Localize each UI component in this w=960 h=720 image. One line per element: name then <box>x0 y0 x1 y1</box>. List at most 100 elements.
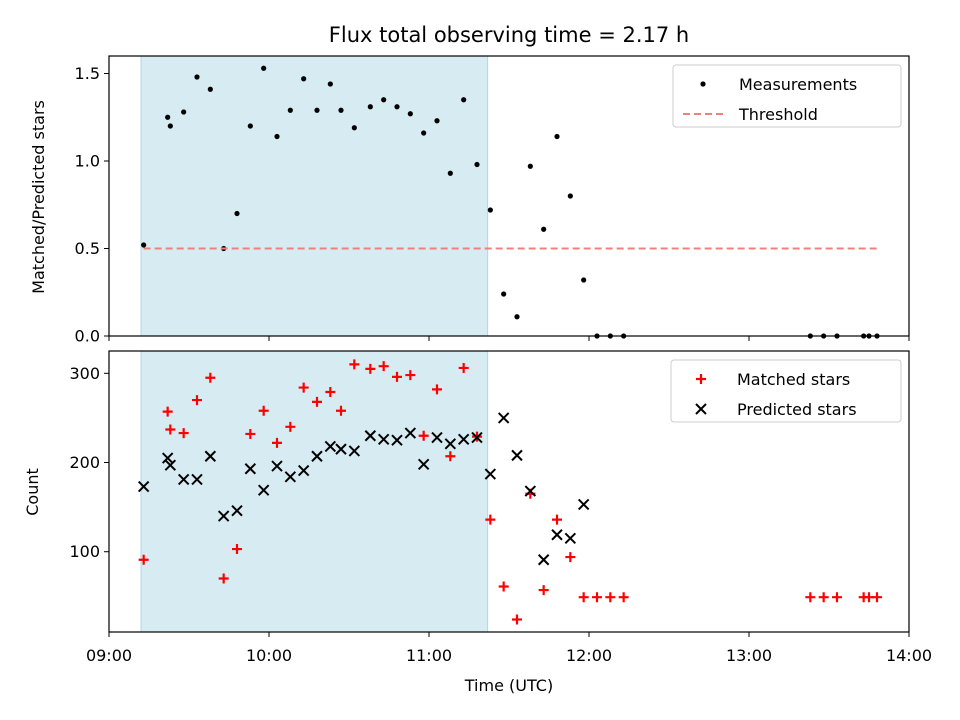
chart-title: Flux total observing time = 2.17 h <box>329 23 689 47</box>
top-y-axis-label: Matched/Predicted stars <box>29 100 48 294</box>
bottom-predicted-point <box>348 445 361 457</box>
bottom-predicted-point <box>457 433 470 446</box>
top-measurement-point <box>207 86 213 92</box>
bottom-matched-point <box>458 362 469 373</box>
bottom-matched-point <box>605 592 616 603</box>
bottom-legend-box <box>670 359 902 423</box>
bottom-matched-point <box>432 384 442 395</box>
bottom-matched-point <box>418 430 429 441</box>
top-y-tick-label: 1.5 <box>75 64 100 83</box>
top-measurement-point <box>287 107 293 113</box>
bottom-matched-point <box>538 585 549 596</box>
bottom-matched-point <box>818 592 829 603</box>
bottom-matched-point <box>578 592 589 603</box>
top-axes-frame <box>108 55 910 337</box>
top-measurement-point <box>234 210 240 217</box>
top-measurement-point <box>167 123 173 129</box>
top-y-tick-label: 0.0 <box>75 327 100 346</box>
top-panel: 0.0 0.5 1.0 1.5 Measurements Threshold <box>75 55 910 346</box>
bottom-predicted-point <box>297 464 310 477</box>
bottom-matched-point <box>485 514 496 525</box>
top-measurement-point <box>338 107 344 113</box>
bottom-predicted-point <box>137 480 150 493</box>
bottom-predicted-point <box>471 431 483 444</box>
bottom-legend: Matched stars Predicted stars <box>670 359 902 423</box>
bottom-predicted-point <box>497 412 510 424</box>
top-measurement-point <box>447 170 453 176</box>
top-measurement-point <box>141 242 147 248</box>
bottom-matched-point <box>618 592 629 603</box>
bottom-series-2 <box>137 412 590 566</box>
bottom-matched-point <box>552 514 562 525</box>
top-measurement-point <box>301 76 307 82</box>
bottom-predicted-point <box>404 427 417 439</box>
bottom-x-tick-label: 09:00 <box>86 646 132 665</box>
top-measurement-point <box>351 125 357 131</box>
bottom-predicted-point <box>191 473 203 486</box>
top-legend-measurement-swatch <box>700 81 706 87</box>
top-legend-label: Threshold <box>738 105 818 124</box>
bottom-panel: 100 200 300 09:00 10:00 11:00 12:00 13:00 14:00 M… <box>69 350 932 665</box>
bottom-predicted-point <box>444 438 457 450</box>
bottom-matched-point <box>258 405 269 416</box>
top-measurement-point <box>381 97 387 103</box>
top-measurement-point <box>514 314 520 320</box>
bottom-legend-label: Predicted stars <box>737 400 857 419</box>
top-shaded-region <box>140 55 489 337</box>
bottom-predicted-point <box>164 459 177 471</box>
bottom-matched-point <box>272 437 282 448</box>
top-measurement-point <box>474 161 480 168</box>
bottom-matched-point <box>138 554 149 565</box>
top-measurement-point <box>165 114 171 120</box>
bottom-predicted-point <box>177 473 190 486</box>
bottom-matched-point <box>805 592 816 603</box>
bottom-matched-point <box>325 387 336 398</box>
bottom-axes-frame <box>108 350 910 633</box>
bottom-predicted-point <box>271 460 283 472</box>
bottom-predicted-point <box>537 554 550 566</box>
bottom-matched-point <box>365 363 376 374</box>
top-y-tick-label: 0.5 <box>75 239 100 258</box>
top-legend: Measurements Threshold <box>672 64 902 128</box>
bottom-predicted-point <box>511 449 523 462</box>
bottom-predicted-point <box>431 431 443 444</box>
top-measurement-point <box>487 207 493 213</box>
bottom-matched-point <box>498 581 509 592</box>
top-measurement-point <box>274 133 280 140</box>
bottom-predicted-point <box>377 433 390 446</box>
bottom-predicted-point <box>484 468 497 480</box>
bottom-predicted-point <box>551 529 563 541</box>
top-y-tick-label: 1.0 <box>75 152 100 171</box>
bottom-matched-point <box>285 421 296 432</box>
bottom-matched-point <box>832 592 842 603</box>
bottom-matched-point <box>165 424 176 435</box>
top-measurement-point <box>261 65 267 71</box>
bottom-series-1 <box>138 359 882 625</box>
bottom-matched-point <box>298 382 309 393</box>
bottom-predicted-point <box>161 452 174 464</box>
bottom-matched-point <box>349 359 360 370</box>
top-measurement-point <box>421 130 427 136</box>
bottom-matched-point <box>162 406 173 417</box>
bottom-matched-point <box>178 428 189 439</box>
top-legend-box <box>672 64 902 128</box>
bottom-matched-point <box>312 396 322 407</box>
top-measurement-point <box>407 111 413 117</box>
bottom-predicted-point <box>257 484 270 496</box>
top-measurement-point <box>541 226 547 232</box>
bottom-legend-label: Matched stars <box>737 370 850 389</box>
top-measurement-point <box>367 104 373 110</box>
bottom-matched-point <box>218 573 229 584</box>
bottom-predicted-point <box>417 458 430 470</box>
bottom-predicted-point <box>217 510 230 522</box>
bottom-predicted-point <box>391 434 403 446</box>
bottom-predicted-point <box>284 471 297 483</box>
bottom-matched-point <box>192 395 202 406</box>
bottom-matched-point <box>245 428 256 439</box>
top-measurement-point <box>567 193 573 199</box>
top-measurement-point <box>581 277 587 283</box>
bottom-y-axis-label: Count <box>23 468 42 516</box>
bottom-matched-point <box>592 592 602 603</box>
top-measurement-point <box>554 133 560 140</box>
top-measurement-point <box>501 291 507 297</box>
